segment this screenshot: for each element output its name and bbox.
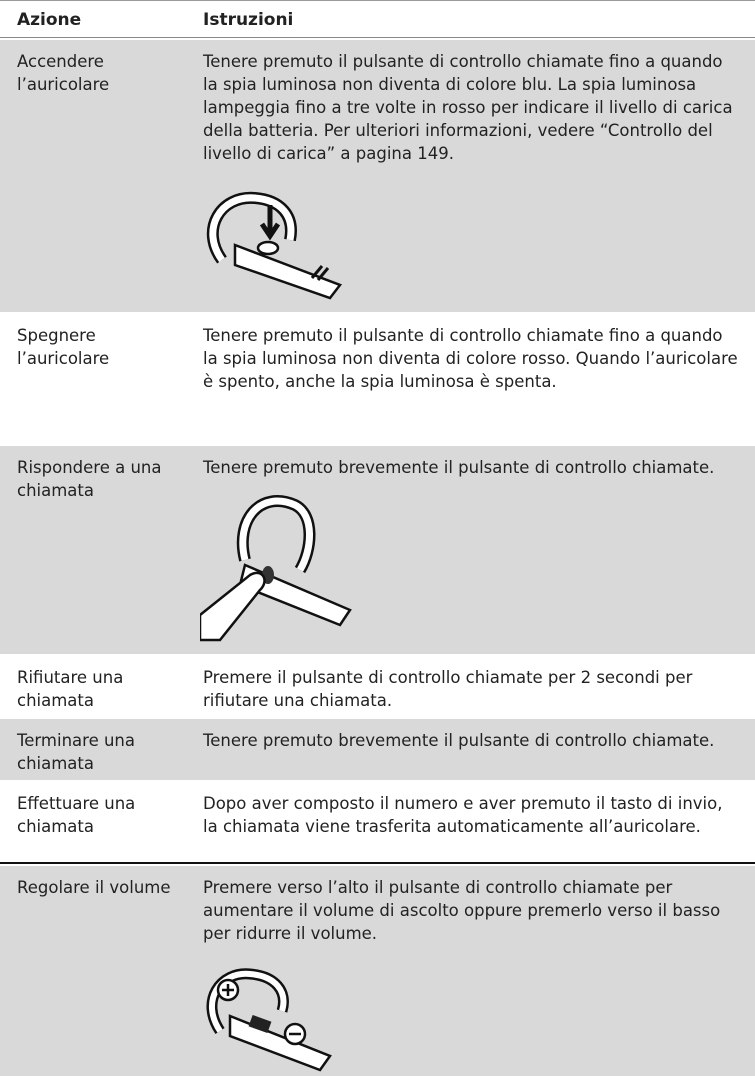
- instruction-cell: Tenere premuto brevemente il pulsante di…: [203, 458, 715, 477]
- headset-illustration: [206, 191, 343, 300]
- table-row: Spegnere l’auricolare Tenere premuto il …: [0, 314, 755, 444]
- header-cell: Istruzioni: [203, 10, 294, 30]
- header-row: Azione Istruzioni: [0, 0, 755, 38]
- table-row: Terminare una chiamata Tenere premuto br…: [0, 719, 755, 780]
- instruction-cell: Tenere premuto brevemente il pulsante di…: [203, 731, 715, 750]
- table-row: Effettuare una chiamata Dopo aver compos…: [0, 782, 755, 864]
- action-cell: Accendere l’auricolare: [17, 52, 110, 94]
- instruction-cell: Dopo aver composto il numero e aver prem…: [203, 794, 723, 836]
- table-row: Accendere l’auricolare Tenere premuto il…: [0, 40, 755, 312]
- instruction-cell: Tenere premuto il pulsante di controllo …: [203, 52, 733, 163]
- table-row: Regolare il volume Premere verso l’alto …: [0, 866, 755, 1076]
- header-cell: Azione: [17, 10, 82, 30]
- table-row: Rispondere a una chiamata Tenere premuto…: [0, 446, 755, 654]
- instruction-cell: Premere il pulsante di controllo chiamat…: [203, 668, 693, 710]
- action-cell: Regolare il volume: [17, 878, 171, 897]
- headset-illustration: [206, 968, 332, 1072]
- instruction-cell: Tenere premuto il pulsante di controllo …: [203, 326, 738, 391]
- instruction-cell: Premere verso l’alto il pulsante di cont…: [203, 878, 721, 943]
- table-row: Rifiutare una chiamata Premere il pulsan…: [0, 656, 755, 717]
- headset-illustration: [200, 495, 352, 642]
- action-cell: Rifiutare una chiamata: [17, 668, 124, 710]
- action-cell: Effettuare una chiamata: [17, 794, 136, 836]
- action-cell: Rispondere a una chiamata: [17, 458, 162, 500]
- action-cell: Terminare una chiamata: [17, 731, 135, 773]
- action-cell: Spegnere l’auricolare: [17, 326, 110, 368]
